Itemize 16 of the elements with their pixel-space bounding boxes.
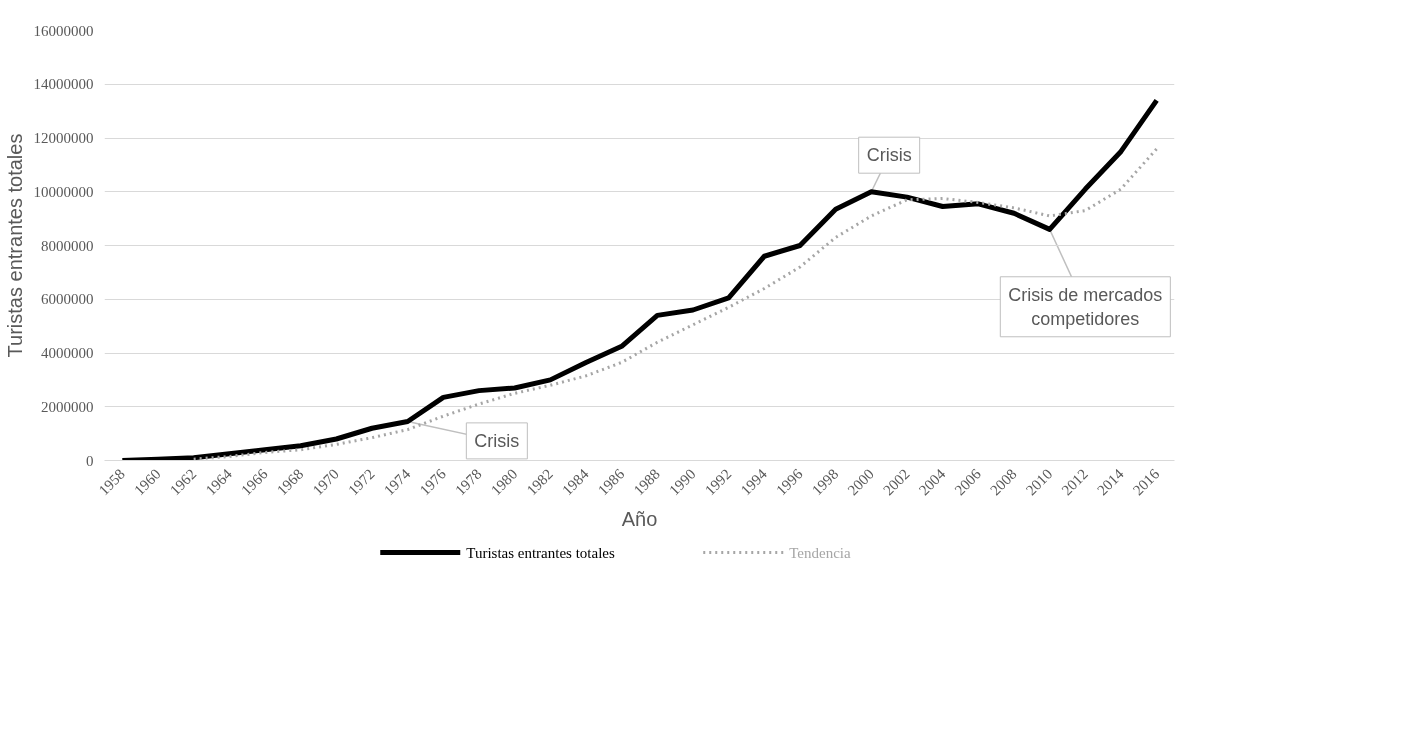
y-tick-label: 10000000 [33,183,94,200]
text: Turistas entrantes totales [466,544,616,561]
y-tick-label: 12000000 [33,130,94,146]
y-tick-label: 14000000 [33,76,94,93]
text: Tendencia [789,544,852,561]
y-tick-label: 4000000 [41,345,94,361]
y-tick-label: 16000000 [33,22,94,39]
annotation: Crisis [866,145,912,166]
y-tick-label: 2000000 [41,398,94,415]
y-tick-label: 0 [86,452,94,469]
y-tick-label: 8000000 [41,237,94,254]
annotation: Crisis de mercados competidores [1008,284,1163,329]
y-axis-title: Turistas entrantes totales [3,133,26,358]
annotation: Crisis [474,430,520,451]
y-tick-label: 6000000 [41,291,94,308]
x-axis-title: Año [621,507,658,530]
